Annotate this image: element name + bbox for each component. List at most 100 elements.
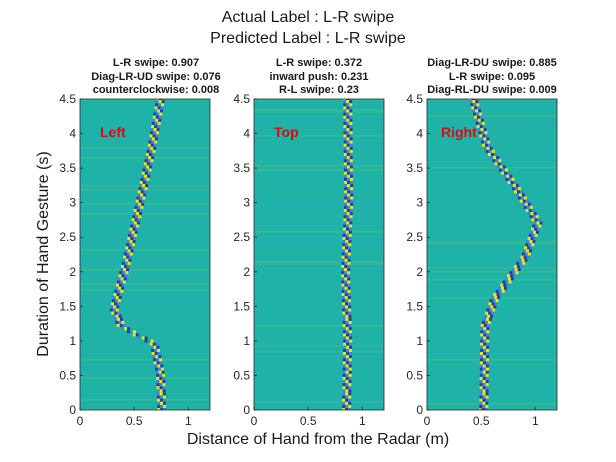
trace-cell <box>349 168 353 172</box>
trace-cell <box>524 252 528 256</box>
trace-cell <box>346 118 350 122</box>
trace-cell <box>343 115 347 119</box>
trace-cell <box>138 199 142 203</box>
trace-cell <box>486 308 490 312</box>
trace-cell <box>159 386 163 390</box>
trace-cell <box>476 112 480 116</box>
trace-cell <box>342 302 346 306</box>
trace-cell <box>343 156 347 160</box>
trace-cell <box>482 358 486 362</box>
trace-cell <box>510 277 514 281</box>
trace-cell <box>346 339 350 343</box>
trace-cell <box>483 327 487 331</box>
trace-cell <box>346 224 350 228</box>
trace-cell <box>342 404 346 408</box>
trace-cell <box>348 330 352 334</box>
noise-band <box>80 299 210 301</box>
trace-cell <box>528 233 532 237</box>
trace-cell <box>119 280 123 284</box>
trace-cell <box>120 289 124 293</box>
trace-cell <box>477 128 481 132</box>
trace-cell <box>531 208 535 212</box>
y-tick-label: 2 <box>69 265 76 279</box>
trace-cell <box>483 342 487 346</box>
trace-cell <box>155 100 159 104</box>
trace-cell <box>136 221 140 225</box>
noise-band <box>254 365 384 367</box>
prediction-1: L-R swipe: 0.907 <box>112 57 200 69</box>
trace-cell <box>343 134 347 138</box>
trace-cell <box>344 205 348 209</box>
trace-cell <box>342 361 346 365</box>
trace-cell <box>117 311 121 315</box>
trace-cell <box>343 171 347 175</box>
noise-band <box>427 141 557 143</box>
trace-cell <box>503 174 507 178</box>
trace-cell <box>342 330 346 334</box>
trace-cell <box>521 252 525 256</box>
trace-cell <box>345 358 349 362</box>
trace-cell <box>513 180 517 184</box>
trace-cell <box>131 233 135 237</box>
trace-cell <box>342 246 346 250</box>
trace-cell <box>133 236 137 240</box>
trace-cell <box>156 389 160 393</box>
trace-cell <box>486 137 490 141</box>
trace-cell <box>485 386 489 390</box>
trace-cell <box>137 190 141 194</box>
trace-cell <box>348 395 352 399</box>
trace-cell <box>158 100 162 104</box>
trace-cell <box>489 308 493 312</box>
trace-cell <box>159 376 163 380</box>
trace-cell <box>343 118 347 122</box>
trace-cell <box>342 380 346 384</box>
trace-cell <box>148 168 152 172</box>
trace-cell <box>485 311 489 315</box>
trace-cell <box>350 184 354 188</box>
trace-cell <box>485 317 489 321</box>
trace-cell <box>344 292 348 296</box>
trace-cell <box>494 162 498 166</box>
y-tick-label: 2.5 <box>233 230 250 244</box>
trace-cell <box>504 277 508 281</box>
trace-cell <box>515 184 519 188</box>
trace-cell <box>480 339 484 343</box>
noise-band <box>427 169 557 171</box>
trace-cell <box>349 143 353 147</box>
trace-cell <box>132 330 136 334</box>
trace-cell <box>348 246 352 250</box>
trace-cell <box>345 386 349 390</box>
trace-cell <box>347 196 351 200</box>
trace-cell <box>492 159 496 163</box>
trace-cell <box>124 249 128 253</box>
trace-cell <box>343 100 347 104</box>
trace-cell <box>474 99 478 100</box>
trace-cell <box>128 246 132 250</box>
noise-band <box>427 207 557 209</box>
panel-label-left: Left <box>100 124 126 140</box>
trace-cell <box>342 243 346 247</box>
trace-cell <box>342 240 346 244</box>
noise-band <box>254 383 384 385</box>
y-axis-label: Duration of Hand Gesture (s) <box>35 151 52 357</box>
trace-cell <box>480 137 484 141</box>
trace-cell <box>515 193 519 197</box>
trace-cell <box>501 168 505 172</box>
trace-cell <box>158 115 162 119</box>
trace-cell <box>350 202 354 206</box>
trace-cell <box>348 370 352 374</box>
trace-cell <box>132 215 136 219</box>
trace-cell <box>345 308 349 312</box>
trace-cell <box>139 208 143 212</box>
trace-cell <box>156 392 160 396</box>
noise-band <box>80 213 210 215</box>
trace-cell <box>495 299 499 303</box>
trace-cell <box>481 131 485 135</box>
noise-band <box>427 359 557 361</box>
trace-cell <box>530 212 534 216</box>
trace-cell <box>342 392 346 396</box>
trace-cell <box>480 324 484 328</box>
noise-band <box>80 267 210 269</box>
trace-cell <box>485 380 489 384</box>
trace-cell <box>483 348 487 352</box>
